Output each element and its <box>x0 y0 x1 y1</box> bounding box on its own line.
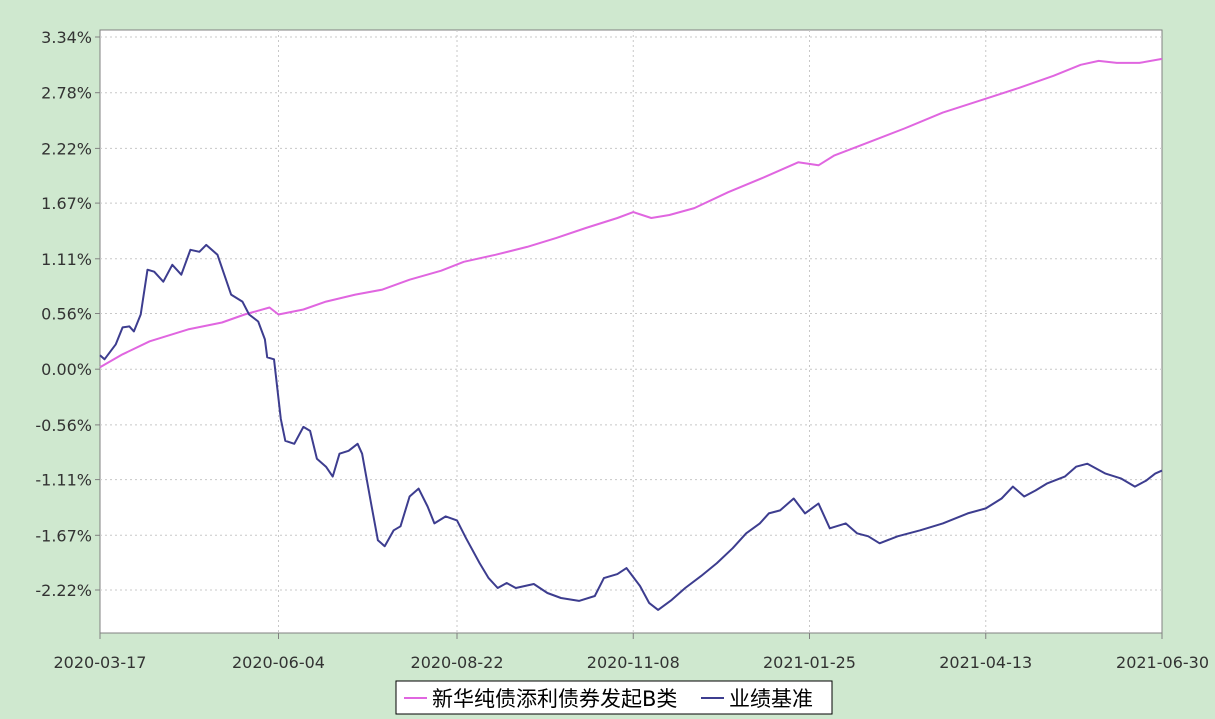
x-tick-label: 2021-01-25 <box>763 653 856 672</box>
grid-lines <box>100 30 1162 633</box>
y-tick-label: 2.78% <box>41 84 92 103</box>
y-tick-label: 3.34% <box>41 28 92 47</box>
y-tick-label: -1.67% <box>35 526 92 545</box>
series-line-benchmark <box>99 243 1163 611</box>
x-tick-label: 2020-08-22 <box>411 653 504 672</box>
x-tick-label: 2021-04-13 <box>939 653 1032 672</box>
x-tick-label: 2020-03-17 <box>54 653 147 672</box>
x-tick-label: 2020-11-08 <box>587 653 680 672</box>
x-tick-label: 2021-06-30 <box>1116 653 1209 672</box>
x-tick-label: 2020-06-04 <box>232 653 325 672</box>
legend-label-fund: 新华纯债添利债券发起B类 <box>432 687 677 711</box>
legend-box <box>395 680 833 715</box>
series-lines <box>99 57 1163 611</box>
y-tick-label: 0.56% <box>41 305 92 324</box>
y-tick-label: -0.56% <box>35 416 92 435</box>
y-tick-label: 2.22% <box>41 139 92 158</box>
y-tick-label: 1.67% <box>41 194 92 213</box>
y-tick-label: -2.22% <box>35 581 92 600</box>
y-tick-label: 0.00% <box>41 360 92 379</box>
series-line-fund <box>99 57 1163 369</box>
plot-area <box>99 29 1163 634</box>
legend: 新华纯债添利债券发起B类 业绩基准 <box>395 680 833 715</box>
axes: 3.34% 2.78% 2.22% 1.67% 1.11% 0.56% 0.00% -0.56… <box>35 28 1209 672</box>
y-tick-label: 1.11% <box>41 250 92 269</box>
y-tick-label: -1.11% <box>35 471 92 490</box>
legend-label-benchmark: 业绩基准 <box>729 687 813 711</box>
